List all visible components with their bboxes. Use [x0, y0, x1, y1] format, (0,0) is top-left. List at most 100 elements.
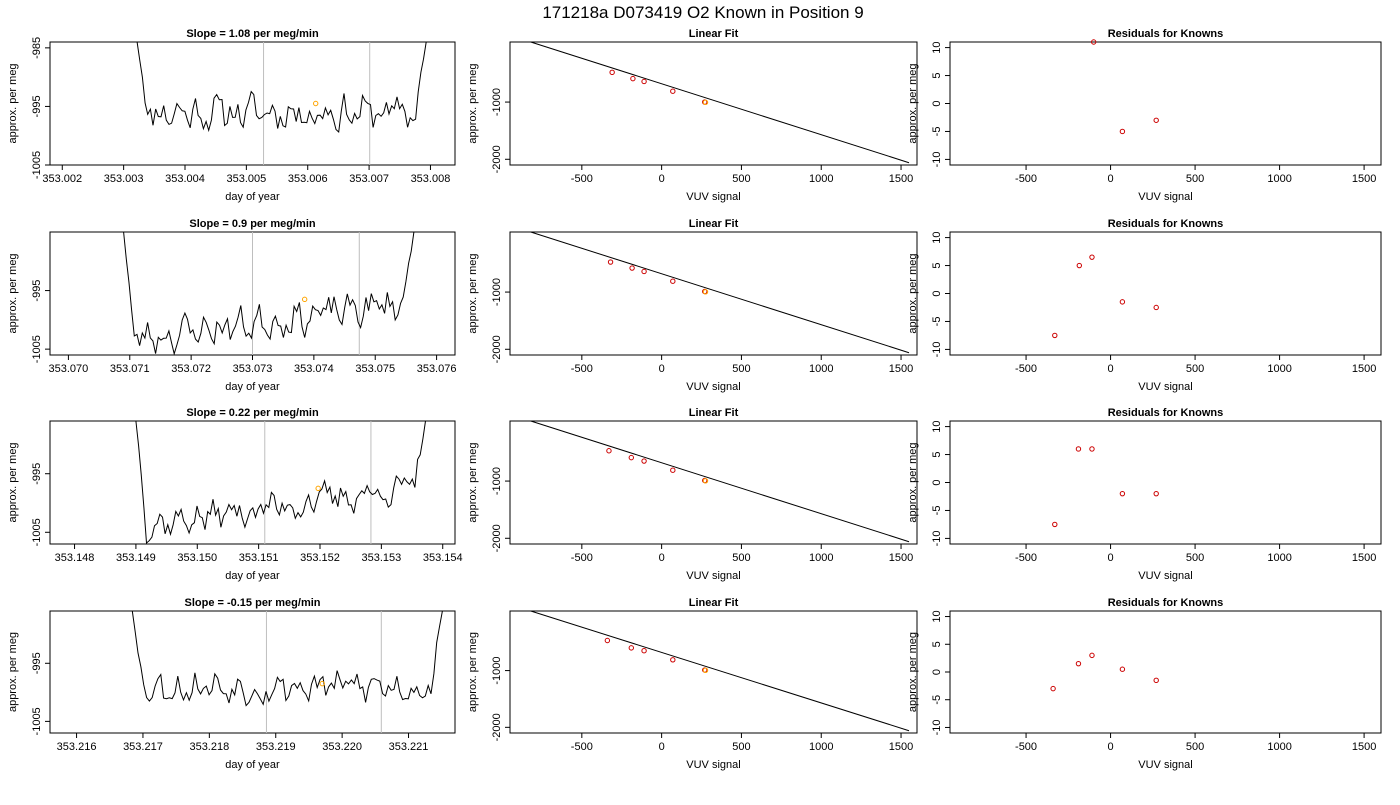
x-tick-label: 353.216 — [57, 741, 97, 753]
y-tick-label: -10 — [931, 341, 943, 357]
y-tick-label: -1000 — [491, 467, 503, 495]
panel-title: Linear Fit — [689, 597, 739, 609]
y-axis-label: approx. per meg — [467, 442, 479, 522]
y-tick-label: -995 — [31, 280, 43, 302]
chart-panel: Linear Fit -500 0 500 1000 1500 VUV signal -100… — [467, 407, 918, 582]
known-point — [670, 88, 676, 94]
plot-frame — [949, 610, 1382, 734]
y-tick-label: -10 — [931, 151, 943, 167]
x-tick-label: 500 — [732, 552, 750, 564]
y-tick-label: 5 — [931, 72, 943, 78]
x-tick-label: -500 — [1015, 552, 1037, 564]
y-tick-label: -10 — [931, 720, 943, 736]
panel-title: Slope = -0.15 per meg/min — [184, 597, 320, 609]
x-tick-label: -500 — [571, 552, 593, 564]
x-tick-label: 0 — [1108, 173, 1114, 185]
y-tick-label: -1000 — [491, 88, 503, 116]
fit-line — [530, 231, 910, 354]
x-tick-label: 353.073 — [233, 363, 273, 375]
plot-frame — [509, 420, 918, 545]
panel-title: Slope = 0.22 per meg/min — [186, 407, 319, 419]
y-tick-label: -1005 — [31, 151, 43, 179]
x-tick-label: 353.148 — [55, 552, 95, 564]
plot-frame — [949, 231, 1382, 356]
plot-frame — [49, 420, 456, 545]
x-tick-label: 1000 — [809, 173, 833, 185]
residual-point — [1119, 490, 1126, 497]
x-tick-label: 500 — [1186, 552, 1204, 564]
x-tick-label: -500 — [571, 363, 593, 375]
x-tick-label: 353.154 — [423, 552, 463, 564]
x-axis-label: day of year — [225, 381, 280, 393]
y-tick-label: -10 — [931, 530, 943, 546]
x-tick-label: 0 — [1108, 552, 1114, 564]
chart-panel: Slope = -0.15 per meg/min 353.216 353.217 3… — [7, 597, 456, 771]
x-tick-label: 1500 — [889, 363, 913, 375]
y-tick-label: -2000 — [491, 713, 503, 741]
x-tick-label: 1000 — [1267, 173, 1291, 185]
y-tick-label: 10 — [931, 41, 943, 53]
data-trace — [135, 420, 426, 545]
sample-marker — [319, 680, 325, 687]
x-tick-label: 0 — [659, 363, 665, 375]
x-tick-label: 500 — [732, 173, 750, 185]
x-tick-label: 353.218 — [189, 741, 229, 753]
y-tick-label: 0 — [931, 669, 943, 675]
x-tick-label: 353.219 — [256, 741, 296, 753]
residual-point — [1119, 666, 1126, 672]
known-point — [670, 278, 676, 284]
plot-frame — [509, 231, 918, 356]
residual-point — [1050, 685, 1056, 692]
plot-frame — [509, 41, 918, 166]
x-axis-label: day of year — [225, 570, 280, 582]
y-tick-label: -5 — [931, 127, 943, 137]
x-tick-label: 353.151 — [239, 552, 279, 564]
y-axis-label: approx. per meg — [467, 632, 479, 712]
known-point — [670, 467, 676, 473]
y-tick-label: -995 — [31, 652, 43, 674]
chart-panel: Linear Fit -500 0 500 1000 1500 VUV signal -100… — [467, 597, 918, 771]
y-tick-label: -2000 — [491, 524, 503, 552]
x-tick-label: 353.149 — [116, 552, 156, 564]
panel-title: Residuals for Knowns — [1108, 218, 1224, 230]
x-tick-label: 1000 — [1267, 741, 1291, 753]
y-tick-label: 10 — [931, 231, 943, 243]
x-tick-label: 353.008 — [411, 173, 451, 185]
data-trace — [131, 610, 443, 707]
y-tick-label: 5 — [931, 262, 943, 268]
residual-point — [1075, 446, 1082, 452]
y-tick-label: -2000 — [491, 335, 503, 363]
x-axis-label: VUV signal — [686, 570, 740, 582]
sample-marker — [313, 100, 319, 107]
sample-point — [702, 99, 709, 106]
fit-line — [530, 420, 910, 543]
y-axis-label: approx. per meg — [907, 632, 919, 712]
y-axis-label: approx. per meg — [907, 253, 919, 333]
chart-panel: Residuals for Knowns -500 0 500 1000 1500 VUV … — [907, 407, 1382, 582]
x-tick-label: 353.004 — [165, 173, 205, 185]
chart-panel: Residuals for Knowns -500 0 500 1000 1500 VUV … — [907, 597, 1382, 771]
x-tick-label: 353.153 — [361, 552, 401, 564]
x-axis-label: VUV signal — [1138, 759, 1192, 771]
panel-title: Slope = 1.08 per meg/min — [186, 28, 319, 40]
residual-point — [1089, 446, 1095, 452]
residual-point — [1119, 128, 1126, 135]
residual-point — [1090, 39, 1097, 45]
panel-title: Slope = 0.9 per meg/min — [189, 218, 316, 230]
y-tick-label: -1000 — [491, 657, 503, 685]
x-tick-label: 353.076 — [417, 363, 457, 375]
x-tick-label: 353.075 — [355, 363, 395, 375]
chart-panel: Slope = 0.9 per meg/min 353.070 353.071 353… — [7, 218, 456, 393]
residual-point — [1076, 262, 1083, 269]
x-axis-label: day of year — [225, 759, 280, 771]
x-tick-label: 353.007 — [349, 173, 389, 185]
chart-panel: Residuals for Knowns -500 0 500 1000 1500 VUV … — [907, 218, 1382, 393]
x-tick-label: 0 — [1108, 741, 1114, 753]
known-point — [630, 75, 636, 82]
y-axis-label: approx. per meg — [907, 442, 919, 522]
y-axis-label: approx. per meg — [467, 253, 479, 333]
plot-frame — [49, 610, 456, 734]
known-point — [670, 657, 676, 663]
x-tick-label: 500 — [732, 741, 750, 753]
y-tick-label: -985 — [31, 37, 43, 59]
